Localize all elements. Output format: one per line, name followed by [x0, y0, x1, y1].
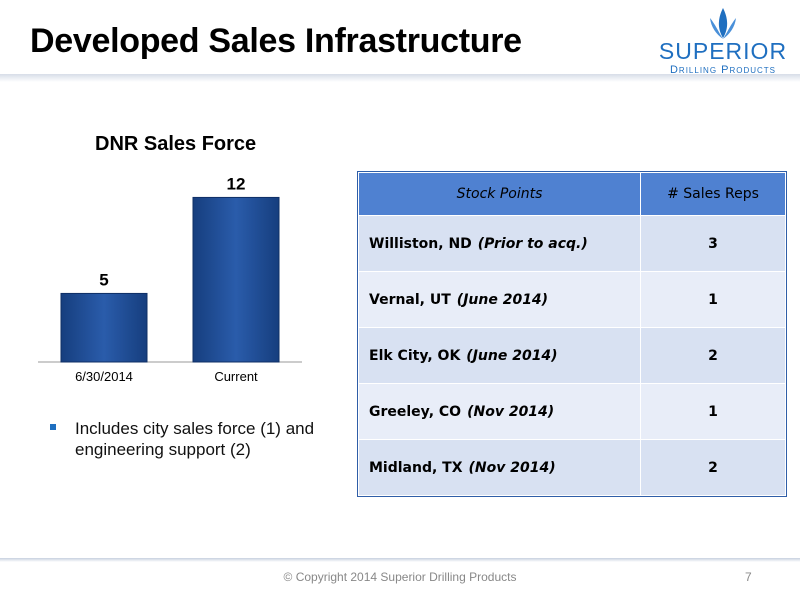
footer-divider	[0, 558, 800, 562]
bar-chart: 5 6/30/2014 12 Current	[38, 174, 302, 384]
location-date: (June 2014)	[456, 291, 549, 308]
stock-point-cell: Midland, TX (Nov 2014)	[358, 439, 641, 496]
sales-reps-cell: 1	[640, 271, 786, 328]
table-row: Elk City, OK (June 2014) 2	[358, 327, 786, 384]
category-tick-label: Current	[214, 369, 258, 384]
drill-bit-icon	[710, 8, 736, 39]
header-divider	[0, 74, 800, 82]
location-date: (Nov 2014)	[467, 403, 555, 420]
bar-value-label: 5	[99, 270, 108, 289]
location-name: Midland, TX	[369, 459, 463, 476]
bar	[60, 292, 148, 363]
sales-reps-cell: 2	[640, 439, 786, 496]
stock-point-cell: Vernal, UT (June 2014)	[358, 271, 641, 328]
header-sales-reps: # Sales Reps	[640, 172, 786, 216]
logo-wordmark: SUPERIOR	[658, 38, 788, 64]
location-name: Elk City, OK	[369, 347, 461, 364]
bullet-marker	[50, 424, 56, 430]
sales-reps-cell: 3	[640, 215, 786, 272]
location-date: (Prior to acq.)	[477, 235, 588, 252]
location-name: Greeley, CO	[369, 403, 462, 420]
table-header-row: Stock Points # Sales Reps	[358, 172, 786, 216]
location-date: (June 2014)	[466, 347, 558, 364]
copyright-footer: © Copyright 2014 Superior Drilling Produ…	[283, 570, 517, 584]
logo-subtitle: Drilling Products	[669, 64, 776, 76]
table-row: Midland, TX (Nov 2014) 2	[358, 439, 786, 496]
sales-reps-cell: 1	[640, 383, 786, 440]
stock-point-cell: Williston, ND (Prior to acq.)	[358, 215, 641, 272]
location-name: Vernal, UT	[369, 291, 451, 308]
table-row: Williston, ND (Prior to acq.) 3	[358, 215, 786, 272]
table-row: Vernal, UT (June 2014) 1	[358, 271, 786, 328]
bar-value-label: 12	[227, 174, 246, 193]
table-row: Greeley, CO (Nov 2014) 1	[358, 383, 786, 440]
stock-point-cell: Greeley, CO (Nov 2014)	[358, 383, 641, 440]
note-text: Includes city sales force (1) and engine…	[75, 419, 315, 459]
page-title: Developed Sales Infrastructure	[30, 22, 522, 60]
bar	[192, 196, 280, 363]
page-number: 7	[745, 570, 752, 584]
sales-reps-cell: 2	[640, 327, 786, 384]
stock-point-cell: Elk City, OK (June 2014)	[358, 327, 641, 384]
header-stock-points: Stock Points	[358, 172, 641, 216]
location-date: (Nov 2014)	[468, 459, 556, 476]
location-name: Williston, ND	[369, 235, 472, 252]
sales-reps-table: Stock Points # Sales Reps Williston, ND (…	[357, 171, 787, 497]
company-logo: SUPERIOR Drilling Products	[648, 6, 798, 76]
chart-title: DNR Sales Force	[95, 133, 257, 155]
category-tick-label: 6/30/2014	[75, 369, 133, 384]
